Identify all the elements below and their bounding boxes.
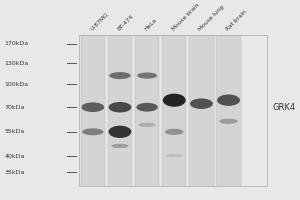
Text: Mouse brain: Mouse brain (171, 2, 200, 32)
Ellipse shape (217, 94, 240, 106)
Bar (135, 35, 159, 186)
Ellipse shape (165, 129, 184, 135)
Ellipse shape (137, 73, 157, 79)
Ellipse shape (109, 102, 131, 112)
Text: Rat brain: Rat brain (225, 9, 248, 32)
Text: U-87MG: U-87MG (89, 11, 110, 32)
Text: HeLa: HeLa (144, 17, 158, 32)
Text: 70kDa: 70kDa (4, 105, 25, 110)
Text: 40kDa: 40kDa (4, 154, 25, 159)
Ellipse shape (139, 123, 156, 127)
Bar (108, 35, 132, 186)
Ellipse shape (109, 72, 131, 79)
Ellipse shape (190, 98, 213, 109)
Ellipse shape (136, 103, 158, 112)
Text: 100kDa: 100kDa (4, 82, 28, 87)
Text: 55kDa: 55kDa (4, 129, 25, 134)
Bar (81, 35, 105, 186)
Ellipse shape (166, 154, 183, 157)
Bar (189, 35, 214, 186)
Text: 130kDa: 130kDa (4, 61, 28, 66)
Bar (162, 35, 186, 186)
Ellipse shape (163, 94, 186, 107)
Ellipse shape (82, 128, 103, 135)
Bar (79, 35, 267, 186)
Text: Mouse lung: Mouse lung (198, 4, 225, 32)
Text: GRK4: GRK4 (273, 103, 296, 112)
Ellipse shape (81, 102, 104, 112)
Text: 170kDa: 170kDa (4, 41, 28, 46)
Text: 35kDa: 35kDa (4, 170, 25, 175)
Ellipse shape (109, 126, 131, 138)
Text: BT-474: BT-474 (116, 14, 134, 32)
Bar (216, 35, 241, 186)
Ellipse shape (219, 119, 238, 124)
Ellipse shape (111, 144, 128, 148)
